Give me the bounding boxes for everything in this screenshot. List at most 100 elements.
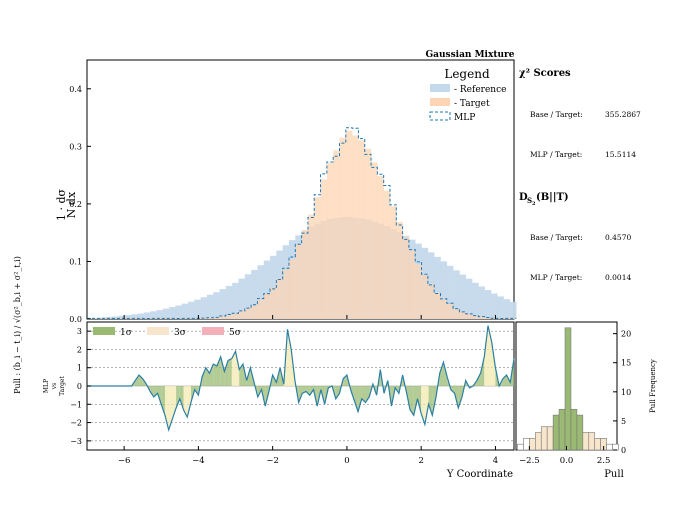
legend-label-reference: - Reference <box>454 85 506 95</box>
target-bar <box>383 190 391 319</box>
pull-fill-segment <box>410 386 414 416</box>
main-y-axis: 0.0 0.1 0.2 0.3 0.4 <box>69 85 91 324</box>
target-bar <box>389 206 397 319</box>
target-bar <box>288 259 296 319</box>
pull-fill-segment <box>484 325 489 386</box>
legend: Legend - Reference - Target MLP <box>429 67 506 123</box>
target-bar <box>270 287 277 319</box>
reference-bar <box>225 285 233 319</box>
pull-fill-segment <box>231 351 236 386</box>
band-swatch-3sigma <box>147 327 169 335</box>
stats-panel: χ² Scores Base / Target: 355.2867 MLP / … <box>519 68 641 282</box>
pull-hist-y-tick-label: 5 <box>621 417 626 426</box>
reference-bar <box>434 256 441 319</box>
reference-bar <box>194 299 201 319</box>
reference-bar <box>175 305 182 319</box>
band-label-1sigma: 1σ <box>120 328 132 338</box>
pull-hist-bar <box>576 414 584 451</box>
target-bar <box>421 274 429 319</box>
pull-hist-bars <box>517 327 619 451</box>
target-bar <box>440 298 448 319</box>
pull-fill-segment <box>213 364 217 386</box>
svg-text:D: D <box>519 192 528 203</box>
reference-bar <box>472 282 479 319</box>
pull-fill-segment <box>224 360 229 386</box>
pull-line <box>87 325 515 433</box>
target-bar <box>244 307 252 319</box>
pull-y-tick-label: −1 <box>70 400 82 409</box>
target-bar <box>219 316 227 319</box>
target-bar <box>446 303 454 319</box>
pull-fill-segment <box>183 386 188 418</box>
target-bar <box>162 318 170 319</box>
legend-label-target: - Target <box>454 99 490 109</box>
target-bar <box>459 311 467 319</box>
reference-bar <box>238 278 246 319</box>
pull-histogram-panel: 0 5 10 15 20 −2.5 0.0 2.5 Pull Pull Frequency <box>515 321 657 480</box>
pull-fill-segment <box>306 386 310 396</box>
target-bar <box>408 250 416 319</box>
reference-bar <box>187 301 195 319</box>
pull-fill-segment <box>239 364 243 386</box>
target-bar <box>181 318 189 319</box>
pull-fill-segment <box>450 386 455 394</box>
target-bar <box>93 318 100 319</box>
pull-y-tick-label: −2 <box>70 419 82 428</box>
pull-fill-segment <box>491 342 496 386</box>
legend-label-mlp: MLP <box>454 113 475 123</box>
target-bar <box>320 179 328 319</box>
pull-y-tick-label: −3 <box>70 437 82 446</box>
reference-bar <box>232 282 239 319</box>
pull-hist-bar <box>540 426 548 451</box>
band-swatch-1sigma <box>93 327 115 335</box>
target-bar <box>371 162 378 319</box>
target-bar <box>213 317 220 319</box>
svg-text:2: 2 <box>532 201 536 207</box>
pull-fill-segment <box>365 386 370 403</box>
reference-bar <box>465 278 473 319</box>
reference-bar <box>131 314 138 319</box>
pull-fill-segment <box>417 386 422 414</box>
pull-hist-bar <box>529 438 536 451</box>
reference-bar <box>181 303 189 319</box>
chi2-mlp-label: MLP / Target: <box>530 150 582 159</box>
pull-fill-segment <box>413 386 418 416</box>
target-bar <box>232 313 239 319</box>
pull-hist-y-tick-label: 15 <box>621 359 631 368</box>
target-bar <box>238 310 246 319</box>
svg-text:Target: Target <box>59 376 66 396</box>
target-bar <box>314 197 321 319</box>
reference-bar <box>244 274 252 319</box>
target-bar <box>490 318 498 319</box>
target-bar <box>251 305 258 319</box>
target-bar <box>333 150 340 319</box>
chi2-mlp-value: 15.5114 <box>605 150 636 159</box>
pull-fill-segment <box>164 386 169 430</box>
pull-fill-segment <box>361 386 366 403</box>
target-bar <box>225 314 233 319</box>
target-bar <box>118 318 126 319</box>
target-bar <box>301 229 309 319</box>
pull-fill-segment <box>202 367 206 386</box>
reference-bar <box>169 307 176 319</box>
target-bar <box>295 244 302 319</box>
x-axis-label: Y Coordinate <box>446 469 513 480</box>
legend-title: Legend <box>444 67 490 81</box>
reference-bar <box>490 293 498 319</box>
target-bar <box>478 316 485 319</box>
svg-text:vs: vs <box>51 383 58 390</box>
svg-text:S: S <box>527 196 532 205</box>
reference-bar <box>93 317 100 319</box>
pull-hist-y-tick-label: 20 <box>621 330 631 339</box>
pull-hist-bar <box>523 438 530 451</box>
pull-fill-segment <box>235 351 240 386</box>
target-bar <box>326 163 334 319</box>
pull-y-tick-label: 3 <box>77 327 82 336</box>
target-bar <box>453 308 460 319</box>
pull-fill-segment <box>458 386 463 408</box>
band-label-3sigma: 3σ <box>174 328 186 338</box>
reference-bar <box>484 290 492 319</box>
legend-swatch-target <box>430 98 450 106</box>
reference-bar <box>118 315 126 319</box>
